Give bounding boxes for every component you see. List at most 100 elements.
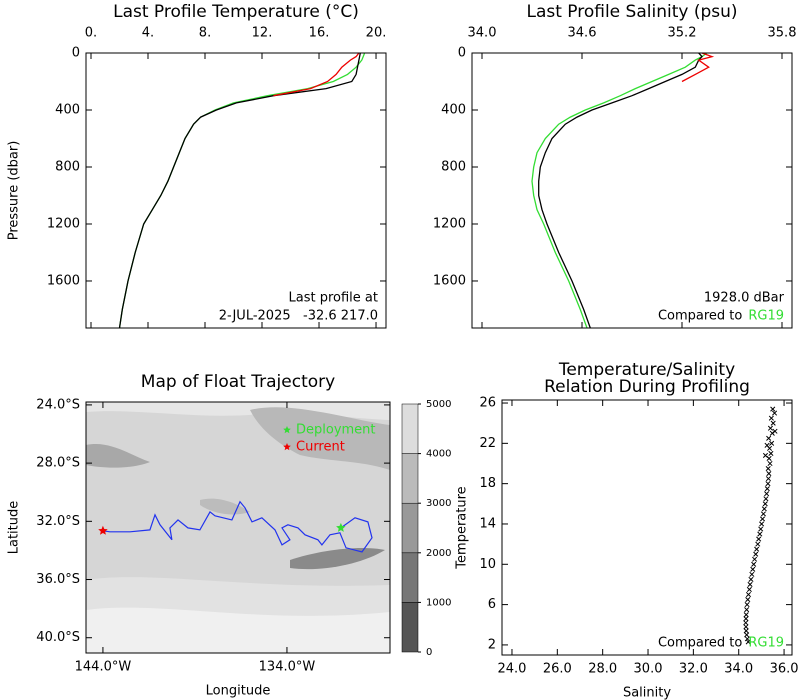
y-tick-label: 1200 — [47, 216, 80, 231]
data-point — [744, 602, 750, 608]
colorbar-band — [401, 453, 419, 504]
y-tick-label: 24.0°S — [36, 397, 80, 412]
data-point — [750, 566, 756, 572]
x-axis-label: Salinity — [623, 686, 671, 700]
plot-frame — [85, 52, 387, 329]
data-point — [768, 450, 774, 456]
data-point — [767, 425, 774, 431]
data-point — [763, 496, 769, 502]
x-tick-label: 26.0 — [543, 662, 572, 677]
comparison-name: RG19 — [748, 636, 784, 651]
profile-line — [681, 52, 715, 83]
y-tick-label: 22 — [479, 436, 496, 451]
data-point — [757, 531, 763, 537]
y-tick-label: 36.0°S — [36, 572, 80, 587]
x-tick-label: 4. — [142, 26, 154, 41]
data-point — [766, 435, 772, 441]
colorbar-label: 3000 — [426, 498, 451, 509]
data-point — [753, 551, 759, 557]
x-tick-label: 28.0 — [588, 662, 617, 677]
data-point — [744, 632, 750, 638]
data-point — [748, 576, 754, 582]
chart-subtitle: Relation During Profiling — [544, 377, 750, 397]
data-point — [760, 511, 766, 517]
y-tick-label: 40.0°S — [36, 630, 80, 645]
y-tick-label: 10 — [479, 557, 496, 572]
data-point — [744, 607, 750, 613]
colorbar-band — [401, 602, 419, 653]
colorbar-label: 5000 — [426, 399, 451, 410]
x-tick-label: 34.6 — [568, 26, 597, 41]
position-marker — [98, 525, 108, 535]
data-point — [762, 452, 769, 458]
y-tick-label: 800 — [441, 159, 466, 174]
y-tick-label: 400 — [441, 102, 466, 117]
data-point — [755, 541, 761, 547]
data-point — [769, 440, 775, 446]
data-point — [771, 410, 778, 416]
data-point — [743, 624, 749, 630]
data-point — [743, 612, 749, 618]
data-point — [764, 491, 770, 497]
data-point — [770, 406, 776, 412]
data-point — [745, 597, 751, 603]
profile-line — [273, 52, 360, 97]
data-point — [746, 586, 752, 593]
x-tick-label: 30.0 — [634, 662, 663, 677]
data-point — [768, 415, 774, 421]
data-point — [759, 521, 765, 527]
x-tick-label: 0. — [85, 26, 97, 41]
x-tick-label: 16. — [309, 26, 330, 41]
colorbar-band — [401, 552, 419, 603]
x-tick-label: 12. — [252, 26, 273, 41]
plot-frame — [471, 52, 793, 329]
chart-title: Last Profile Temperature (°C) — [113, 2, 359, 22]
x-tick-label: 8. — [199, 26, 211, 41]
annotation: Last profile at — [289, 291, 378, 306]
data-point — [764, 486, 770, 492]
y-tick-label: 0 — [72, 46, 80, 61]
trajectory — [102, 500, 373, 553]
y-tick-label: 1200 — [433, 216, 466, 231]
data-point — [765, 465, 771, 472]
x-tick-label: 20. — [366, 26, 387, 41]
y-tick-label: 6 — [488, 597, 496, 612]
plot-frame — [501, 399, 793, 656]
y-tick-label: 18 — [479, 476, 496, 491]
data-point — [749, 571, 755, 577]
y-axis-label: Latitude — [7, 501, 22, 555]
x-tick-label: 35.8 — [768, 26, 797, 41]
data-point — [752, 556, 758, 562]
x-tick-label: 144.0°W — [75, 660, 132, 675]
colorbar-label: 1000 — [426, 597, 451, 608]
profile-line — [531, 52, 708, 329]
legend-label: Current — [296, 440, 345, 455]
legend-symbol — [283, 426, 291, 434]
y-axis-label: Temperature — [455, 486, 470, 569]
y-tick-label: 400 — [55, 102, 80, 117]
data-point — [747, 581, 753, 588]
data-point — [767, 460, 773, 467]
x-tick-label: 34.0 — [724, 662, 753, 677]
profile-line — [538, 52, 703, 329]
y-tick-label: 1600 — [433, 273, 466, 288]
y-tick-label: 0 — [458, 46, 466, 61]
data-point — [745, 591, 752, 598]
data-point — [770, 420, 776, 426]
legend-label: Deployment — [296, 423, 376, 438]
data-point — [745, 639, 751, 645]
comparison-label: Compared to — [658, 636, 742, 651]
y-tick-label: 2 — [488, 637, 496, 652]
colorbar-label: 2000 — [426, 548, 451, 559]
data-point — [743, 616, 749, 622]
data-point — [754, 546, 760, 552]
data-point — [761, 506, 767, 512]
annotation: 1928.0 dBar — [704, 291, 785, 306]
x-tick-label: 34.0 — [468, 26, 497, 41]
y-tick-label: 28.0°S — [36, 456, 80, 471]
colorbar-label: 0 — [426, 647, 432, 658]
data-point — [743, 628, 749, 634]
x-tick-label: 134.0°W — [259, 660, 316, 675]
comparison-name: RG19 — [748, 309, 784, 324]
data-point — [765, 476, 771, 482]
